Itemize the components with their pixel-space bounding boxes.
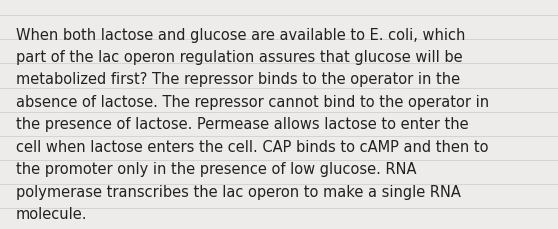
Text: When both lactose and glucose are available to E. coli, which
part of the lac op: When both lactose and glucose are availa… (16, 27, 489, 221)
